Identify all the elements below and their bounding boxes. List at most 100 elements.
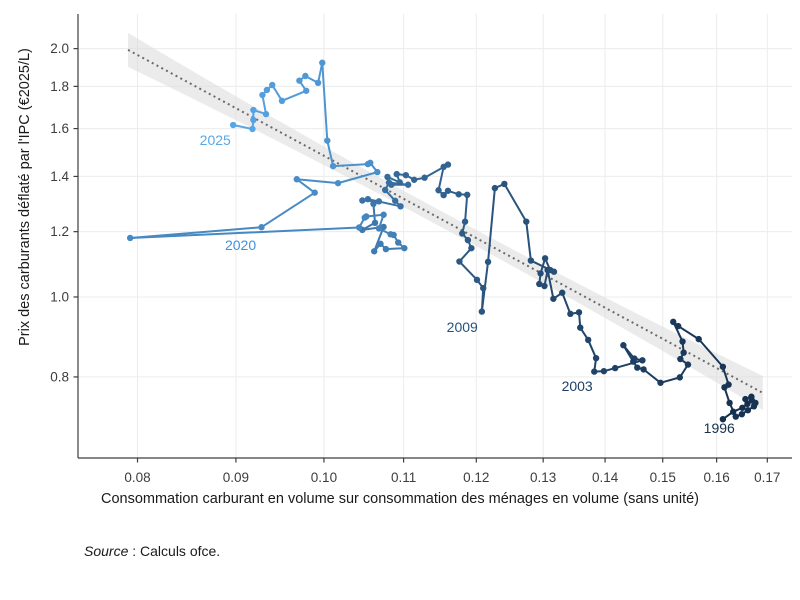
data-point bbox=[250, 106, 257, 114]
path-segment bbox=[326, 139, 335, 168]
data-point bbox=[278, 97, 286, 105]
data-point bbox=[473, 276, 481, 284]
data-point bbox=[726, 399, 733, 407]
data-point bbox=[384, 173, 391, 181]
source-caption: Source : Calculs ofce. bbox=[84, 543, 220, 559]
year-label-2025: 2025 bbox=[200, 132, 231, 148]
path-segment bbox=[672, 320, 684, 343]
data-point bbox=[634, 364, 641, 371]
data-point bbox=[491, 184, 499, 192]
data-point bbox=[739, 404, 746, 411]
data-point bbox=[684, 361, 692, 368]
data-point bbox=[670, 318, 677, 326]
data-point bbox=[435, 187, 442, 194]
path-segment bbox=[129, 226, 361, 239]
path-segment bbox=[487, 187, 496, 263]
data-point bbox=[657, 379, 664, 386]
data-point bbox=[461, 218, 469, 225]
data-point bbox=[463, 191, 471, 199]
data-point bbox=[620, 342, 627, 349]
data-point bbox=[523, 218, 530, 225]
data-point bbox=[402, 171, 410, 179]
data-point bbox=[591, 368, 598, 375]
data-point bbox=[732, 413, 739, 420]
data-point bbox=[259, 91, 266, 99]
data-point bbox=[729, 408, 737, 415]
data-point bbox=[404, 181, 412, 188]
data-point bbox=[396, 179, 403, 186]
data-point bbox=[674, 322, 682, 330]
path-segment bbox=[525, 220, 532, 262]
data-point bbox=[250, 116, 257, 124]
path-segment bbox=[503, 182, 528, 223]
data-point bbox=[464, 236, 472, 244]
data-point bbox=[719, 363, 727, 370]
data-point bbox=[541, 282, 548, 290]
y-tick-label: 1.8 bbox=[50, 79, 69, 94]
data-point bbox=[377, 240, 384, 248]
path-segment bbox=[337, 171, 379, 185]
data-point bbox=[577, 324, 584, 331]
data-point bbox=[296, 77, 303, 84]
data-point bbox=[329, 162, 337, 170]
data-point bbox=[262, 110, 270, 118]
data-point bbox=[478, 308, 486, 315]
data-point bbox=[468, 244, 475, 252]
year-label-2009: 2009 bbox=[447, 319, 478, 335]
data-point bbox=[459, 230, 466, 237]
data-point bbox=[585, 336, 592, 344]
data-point bbox=[484, 258, 492, 266]
path-segment bbox=[317, 61, 324, 84]
data-point bbox=[293, 176, 300, 183]
data-point bbox=[395, 239, 402, 246]
year-label-1996: 1996 bbox=[704, 420, 735, 436]
data-point bbox=[444, 161, 452, 168]
data-point bbox=[269, 81, 276, 89]
data-point bbox=[456, 258, 463, 265]
y-axis-title: Prix des carburants déflaté par l'IPC (€… bbox=[17, 48, 33, 346]
data-point bbox=[371, 248, 378, 255]
x-tick-label: 0.15 bbox=[650, 470, 676, 485]
path-segment bbox=[677, 325, 700, 341]
data-point bbox=[361, 214, 368, 221]
data-point bbox=[302, 72, 309, 80]
path-segment bbox=[614, 359, 644, 370]
x-tick-label: 0.10 bbox=[311, 470, 337, 485]
data-point bbox=[719, 415, 727, 423]
data-point bbox=[324, 137, 331, 144]
x-tick-label: 0.16 bbox=[704, 470, 730, 485]
path-segment bbox=[280, 89, 308, 102]
data-point bbox=[385, 179, 393, 186]
data-point bbox=[680, 349, 687, 356]
data-point bbox=[575, 309, 583, 316]
data-point bbox=[550, 295, 557, 302]
path-segment bbox=[458, 260, 478, 281]
data-point bbox=[639, 357, 646, 364]
data-point bbox=[303, 87, 310, 94]
data-point bbox=[744, 400, 751, 408]
x-tick-label: 0.11 bbox=[391, 470, 416, 485]
data-point bbox=[421, 174, 428, 181]
data-point bbox=[550, 268, 558, 275]
y-tick-label: 0.8 bbox=[50, 369, 69, 384]
data-point bbox=[364, 195, 372, 203]
data-point bbox=[314, 79, 322, 87]
x-tick-label: 0.09 bbox=[223, 470, 249, 485]
data-point bbox=[375, 225, 383, 232]
data-point bbox=[592, 354, 600, 362]
x-axis-title: Consommation carburant en volume sur con… bbox=[100, 491, 700, 507]
path-segment bbox=[480, 287, 485, 313]
data-point bbox=[541, 255, 549, 262]
path-segment bbox=[260, 191, 316, 229]
data-point bbox=[371, 219, 379, 227]
trend-line bbox=[127, 49, 764, 394]
data-point bbox=[263, 86, 271, 94]
data-point bbox=[679, 338, 686, 345]
data-point bbox=[355, 224, 363, 231]
source-word: Source bbox=[84, 543, 129, 559]
path-segment bbox=[587, 338, 598, 360]
data-point bbox=[374, 168, 381, 176]
path-segment bbox=[295, 178, 340, 185]
data-point bbox=[455, 191, 462, 198]
